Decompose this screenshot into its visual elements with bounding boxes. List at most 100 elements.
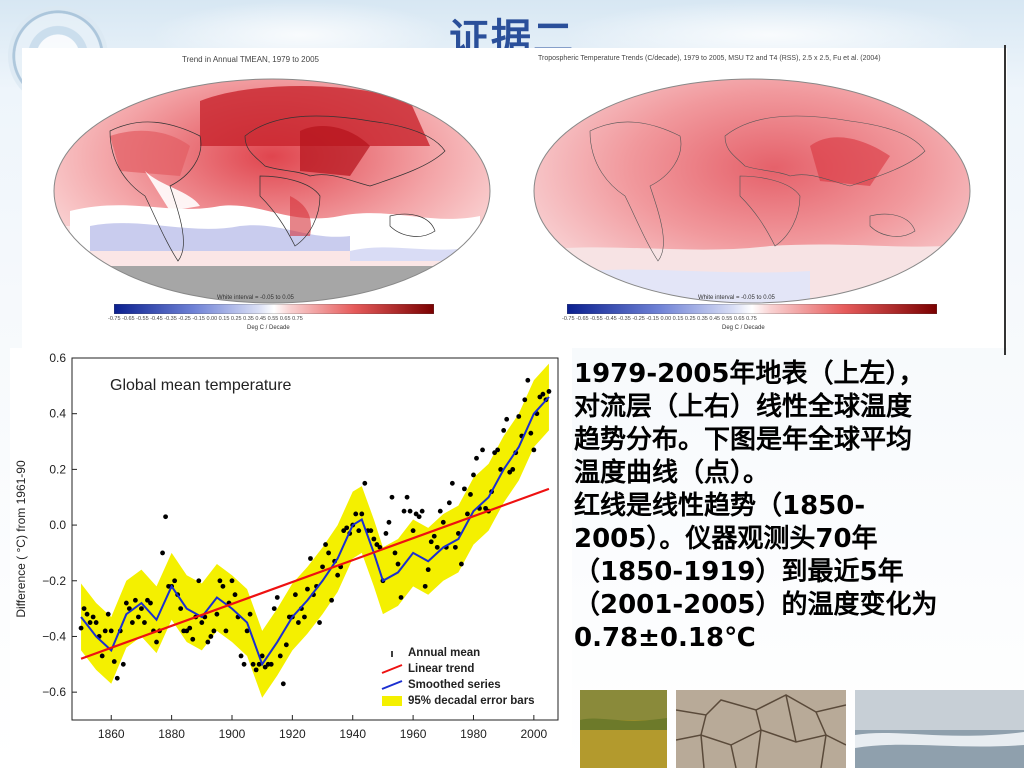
left-colorbar — [114, 304, 434, 314]
x-tick-label: 1860 — [98, 727, 125, 741]
annual-mean-point — [271, 606, 277, 612]
right-colorbar-unit: Deg C / Decade — [722, 325, 765, 331]
right-colorbar-ticks: -0.75 -0.65 -0.55 -0.45 -0.35 -0.25 -0.1… — [562, 316, 757, 322]
annual-mean-point — [256, 661, 262, 667]
annual-mean-point — [187, 625, 193, 631]
legend-swatch-line — [381, 680, 403, 690]
annual-mean-point — [238, 653, 244, 659]
annual-mean-point — [437, 508, 443, 514]
annual-mean-point — [398, 595, 404, 600]
annual-mean-point — [431, 533, 437, 539]
annual-mean-point — [449, 480, 455, 486]
annual-mean-point — [498, 466, 504, 472]
annual-mean-point — [160, 550, 165, 556]
annual-mean-point — [105, 611, 111, 617]
annual-mean-point — [428, 539, 434, 545]
legend-label: 95% decadal error bars — [408, 695, 535, 707]
description-text: 1979-2005年地表（上左）， 对流层（上右）线性全球温度 趋势分布。下图是年全… — [574, 358, 1022, 655]
annual-mean-point — [410, 528, 416, 534]
annual-mean-point — [142, 620, 147, 625]
description-line: 1979-2005年地表（上左）， — [574, 359, 925, 389]
annual-mean-point — [395, 561, 401, 567]
right-colorbar — [567, 304, 937, 314]
description-line: 温度曲线（点）。 — [574, 458, 770, 488]
description-line: 红线是线性趋势（1850- — [574, 491, 866, 521]
annual-mean-point — [199, 620, 205, 625]
annual-mean-point — [425, 567, 431, 573]
annual-mean-point — [145, 597, 150, 603]
annual-mean-point — [232, 592, 238, 598]
x-tick-label: 1880 — [158, 727, 185, 741]
smoothed-series-line — [80, 396, 550, 667]
annual-mean-point — [81, 606, 87, 612]
legend-swatch-line — [381, 664, 403, 674]
y-tick-label: 0.4 — [49, 407, 66, 421]
annual-mean-point — [229, 578, 235, 584]
annual-mean-point — [114, 675, 120, 681]
annual-mean-point — [163, 514, 168, 520]
y-tick-label: −0.2 — [42, 574, 66, 588]
annual-mean-point — [99, 653, 105, 659]
annual-mean-point — [371, 536, 377, 542]
annual-mean-point — [214, 611, 220, 617]
annual-mean-point — [359, 511, 365, 517]
y-tick-label: 0.2 — [49, 462, 66, 476]
annual-mean-point — [126, 606, 132, 612]
annual-mean-point — [392, 550, 398, 556]
y-tick-label: −0.4 — [42, 629, 66, 643]
chart-title: Global mean temperature — [110, 377, 292, 394]
legend-label: Linear trend — [408, 663, 474, 675]
annual-mean-point — [401, 508, 407, 514]
annual-mean-point — [419, 508, 425, 514]
x-tick-label: 1960 — [400, 727, 427, 741]
annual-mean-point — [416, 514, 422, 520]
annual-mean-point — [492, 450, 498, 456]
right-white-interval: White interval = -0.05 to 0.05 — [698, 295, 775, 301]
annual-mean-point — [244, 628, 250, 634]
description-line: 趋势分布。下图是年全球平均 — [574, 425, 913, 455]
annual-mean-point — [537, 394, 543, 400]
annual-mean-point — [292, 592, 298, 598]
annual-mean-point — [190, 636, 196, 642]
left-map-title: Trend in Annual TMEAN, 1979 to 2005 — [182, 55, 319, 64]
plot-frame — [71, 357, 559, 721]
maps-panel: Trend in Annual TMEAN, 1979 to 2005 Trop… — [22, 48, 1007, 348]
description-line: 2005）。仪器观测头70年 — [574, 524, 878, 554]
annual-mean-point — [295, 620, 301, 625]
x-tick-label: 2000 — [520, 727, 547, 741]
annual-mean-point — [455, 531, 461, 536]
annual-mean-point — [93, 620, 99, 625]
annual-mean-point — [132, 597, 138, 603]
annual-mean-point — [102, 628, 108, 634]
y-tick-label: 0.0 — [49, 518, 66, 532]
annual-mean-point — [335, 572, 341, 578]
annual-mean-point — [250, 661, 256, 667]
annual-mean-point — [205, 639, 211, 645]
annual-mean-point — [277, 653, 283, 659]
annual-mean-point — [208, 634, 214, 639]
annual-mean-point — [474, 455, 479, 461]
left-colorbar-ticks: -0.75 -0.65 -0.55 -0.45 -0.35 -0.25 -0.1… — [108, 316, 303, 322]
annual-mean-point — [525, 377, 531, 383]
annual-mean-point — [528, 430, 534, 436]
annual-mean-point — [546, 389, 552, 394]
annual-mean-point — [136, 614, 141, 620]
annual-mean-point — [480, 447, 485, 453]
legend-label: Annual mean — [408, 647, 480, 659]
annual-mean-point — [302, 614, 307, 620]
annual-mean-point — [510, 466, 516, 472]
annual-mean-point — [262, 664, 268, 670]
annual-mean-point — [495, 447, 501, 453]
ocean-photo — [855, 690, 1024, 768]
annual-mean-point — [253, 667, 259, 673]
annual-mean-point — [305, 586, 310, 592]
annual-mean-point — [326, 550, 331, 556]
description-line: 0.78±0.18℃ — [574, 623, 756, 653]
y-axis-label: Difference ( °C) from 1961-90 — [14, 460, 28, 618]
annual-mean-point — [434, 544, 440, 550]
right-trend-map — [533, 78, 971, 304]
annual-mean-point — [78, 625, 84, 631]
annual-mean-point — [374, 542, 380, 547]
annual-mean-point — [211, 628, 217, 634]
annual-mean-point — [422, 583, 428, 589]
